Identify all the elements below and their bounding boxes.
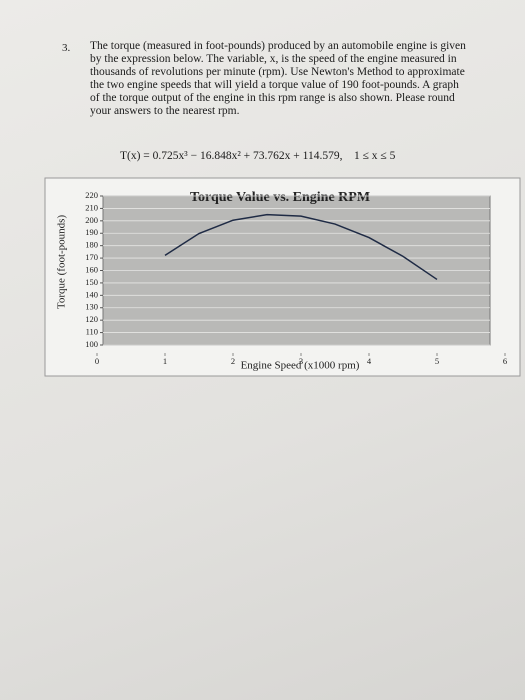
x-tick-label: 1 bbox=[163, 356, 167, 366]
x-tick-label: 4 bbox=[367, 356, 372, 366]
text-line: by the expression below. The variable, x… bbox=[90, 53, 457, 65]
formula: T(x) = 0.725x³ − 16.848x² + 73.762x + 11… bbox=[120, 150, 395, 162]
formula-expression: T(x) = 0.725x³ − 16.848x² + 73.762x + 11… bbox=[120, 150, 343, 162]
text-line: your answers to the nearest rpm. bbox=[90, 105, 240, 117]
x-tick-label: 3 bbox=[299, 356, 303, 366]
y-tick-label: 100 bbox=[85, 339, 98, 349]
x-tick-label: 0 bbox=[95, 356, 99, 366]
x-axis-label: Engine Speed (x1000 rpm) bbox=[241, 360, 360, 372]
x-tick-label: 2 bbox=[231, 356, 235, 366]
text-line: the two engine speeds that will yield a … bbox=[90, 79, 459, 91]
y-tick-label: 180 bbox=[85, 240, 98, 250]
y-tick-label: 220 bbox=[85, 190, 98, 200]
x-tick-label: 5 bbox=[435, 356, 439, 366]
text-line: thousands of revolutions per minute (rpm… bbox=[90, 66, 465, 78]
y-tick-label: 120 bbox=[85, 314, 98, 324]
text-line: The torque (measured in foot-pounds) pro… bbox=[90, 40, 466, 52]
y-tick-label: 190 bbox=[85, 227, 98, 237]
y-axis-label: Torque (foot-pounds) bbox=[56, 215, 68, 310]
y-tick-label: 140 bbox=[85, 289, 98, 299]
y-tick-label: 130 bbox=[85, 302, 98, 312]
formula-domain: 1 ≤ x ≤ 5 bbox=[353, 150, 396, 162]
y-tick-label: 110 bbox=[86, 327, 98, 337]
y-tick-label: 200 bbox=[85, 215, 98, 225]
text-line: of the torque output of the engine in th… bbox=[90, 92, 455, 104]
y-tick-label: 210 bbox=[85, 202, 98, 212]
y-tick-label: 170 bbox=[85, 252, 98, 262]
y-tick-label: 160 bbox=[85, 264, 98, 274]
problem-text: The torque (measured in foot-pounds) pro… bbox=[90, 40, 520, 118]
problem-number: 3. bbox=[62, 42, 71, 54]
torque-curve bbox=[164, 213, 438, 281]
y-tick-label: 150 bbox=[85, 277, 98, 287]
chart-title: Torque Value vs. Engine RPM bbox=[190, 190, 370, 205]
x-tick-label: 6 bbox=[503, 356, 507, 366]
